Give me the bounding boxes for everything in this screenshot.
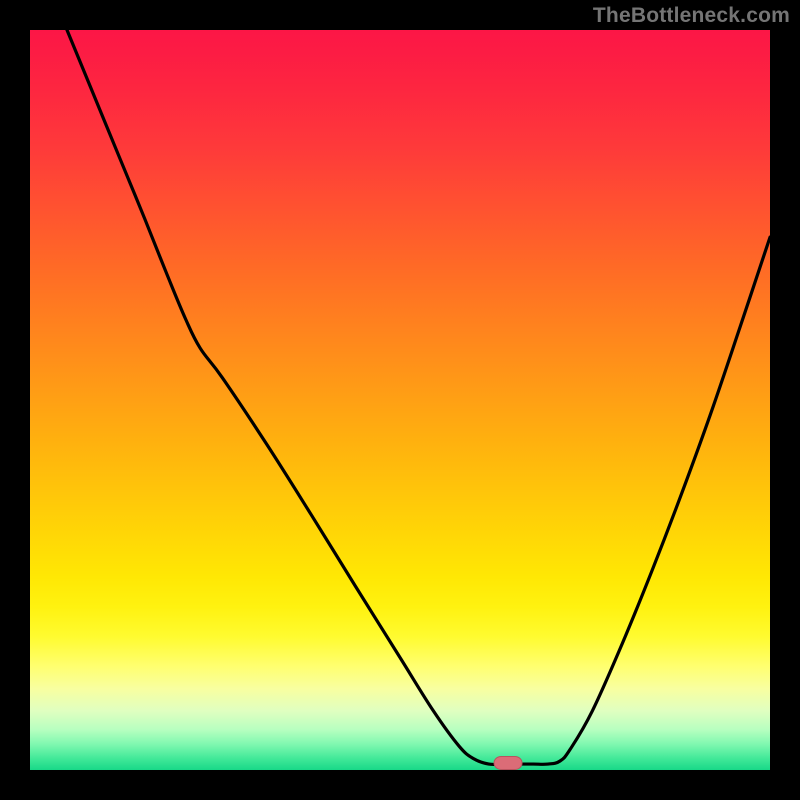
watermark-text: TheBottleneck.com [593,4,790,28]
chart-svg [0,0,800,800]
chart-frame: TheBottleneck.com [0,0,800,800]
optimum-marker [494,756,522,769]
